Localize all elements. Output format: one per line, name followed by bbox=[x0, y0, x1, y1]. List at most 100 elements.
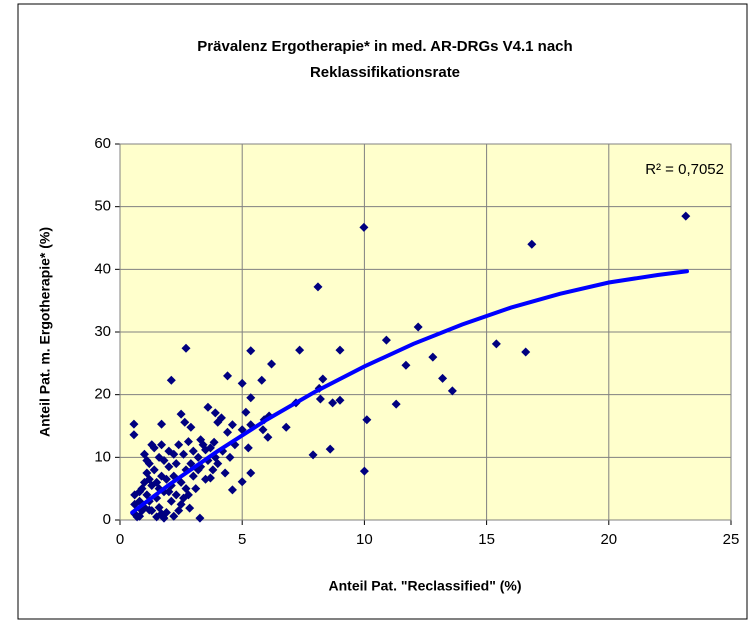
point bbox=[135, 487, 145, 497]
point bbox=[169, 511, 179, 521]
point bbox=[220, 468, 230, 478]
y-tick-label: 60 bbox=[94, 135, 111, 152]
point bbox=[308, 450, 318, 460]
point bbox=[164, 487, 174, 497]
y-tick-label: 50 bbox=[94, 198, 111, 215]
point bbox=[227, 485, 237, 495]
point bbox=[183, 437, 193, 447]
point bbox=[281, 422, 291, 432]
point bbox=[413, 322, 423, 332]
point bbox=[258, 425, 268, 435]
point bbox=[166, 375, 176, 385]
point bbox=[391, 399, 401, 409]
point bbox=[129, 419, 139, 429]
point bbox=[210, 408, 220, 418]
point bbox=[295, 345, 305, 355]
x-tick-label: 0 bbox=[116, 531, 124, 548]
x-tick-label: 25 bbox=[723, 531, 740, 548]
point bbox=[205, 443, 215, 453]
point bbox=[527, 239, 537, 249]
point bbox=[237, 477, 247, 487]
point bbox=[257, 375, 267, 385]
point bbox=[181, 484, 191, 494]
point bbox=[181, 343, 191, 353]
point bbox=[521, 347, 531, 357]
point bbox=[362, 415, 372, 425]
point bbox=[142, 455, 152, 465]
point bbox=[179, 449, 189, 459]
point bbox=[241, 407, 251, 417]
point bbox=[176, 409, 186, 419]
point bbox=[208, 465, 218, 475]
x-axis-label: Anteil Pat. "Reclassified" (%) bbox=[329, 578, 522, 594]
point bbox=[144, 474, 154, 484]
point bbox=[227, 420, 237, 430]
point bbox=[246, 346, 256, 356]
point bbox=[154, 502, 164, 512]
point bbox=[328, 398, 338, 408]
point bbox=[223, 427, 233, 437]
y-axis-label: Anteil Pat. m. Ergotherapie* (%) bbox=[37, 227, 53, 437]
x-tick-label: 15 bbox=[478, 531, 495, 548]
point bbox=[159, 455, 169, 465]
point bbox=[152, 512, 162, 522]
point bbox=[315, 394, 325, 404]
point bbox=[164, 462, 174, 472]
point bbox=[325, 444, 335, 454]
point bbox=[237, 378, 247, 388]
chart-title: Reklassifikationsrate bbox=[310, 64, 460, 81]
point bbox=[193, 452, 203, 462]
y-tick-label: 40 bbox=[94, 260, 111, 277]
x-tick-label: 5 bbox=[238, 531, 246, 548]
point bbox=[169, 449, 179, 459]
x-tick-label: 20 bbox=[600, 531, 617, 548]
point bbox=[447, 386, 457, 396]
point bbox=[318, 374, 328, 384]
point bbox=[132, 512, 142, 522]
point bbox=[203, 402, 213, 412]
point bbox=[159, 513, 169, 523]
point bbox=[428, 352, 438, 362]
point bbox=[209, 437, 219, 447]
point bbox=[157, 419, 167, 429]
point bbox=[191, 484, 201, 494]
point bbox=[166, 496, 176, 506]
point bbox=[246, 468, 256, 478]
y-tick-label: 20 bbox=[94, 386, 111, 403]
point bbox=[129, 430, 139, 440]
point bbox=[147, 440, 157, 450]
point bbox=[681, 211, 691, 221]
point bbox=[359, 466, 369, 476]
point bbox=[179, 493, 189, 503]
point bbox=[180, 417, 190, 427]
point bbox=[188, 446, 198, 456]
point bbox=[223, 371, 233, 381]
trendline bbox=[130, 269, 690, 515]
point bbox=[157, 440, 167, 450]
point bbox=[243, 443, 253, 453]
point bbox=[185, 503, 195, 513]
point bbox=[359, 222, 369, 232]
point bbox=[216, 413, 226, 423]
point bbox=[438, 373, 448, 383]
r-squared: R² = 0,7052 bbox=[645, 161, 724, 178]
point bbox=[401, 360, 411, 370]
point bbox=[246, 393, 256, 403]
chart-title: Prävalenz Ergotherapie* in med. AR-DRGs … bbox=[197, 38, 572, 55]
point bbox=[213, 459, 223, 469]
point bbox=[171, 459, 181, 469]
point bbox=[267, 359, 277, 369]
point bbox=[201, 474, 211, 484]
point bbox=[161, 474, 171, 484]
x-tick-label: 10 bbox=[356, 531, 373, 548]
point bbox=[263, 432, 273, 442]
plot-border bbox=[119, 143, 732, 521]
point bbox=[195, 513, 205, 523]
point bbox=[174, 440, 184, 450]
point bbox=[147, 506, 157, 516]
point bbox=[186, 422, 196, 432]
point bbox=[174, 506, 184, 516]
point bbox=[149, 465, 159, 475]
y-tick-label: 30 bbox=[94, 323, 111, 340]
point bbox=[171, 490, 181, 500]
